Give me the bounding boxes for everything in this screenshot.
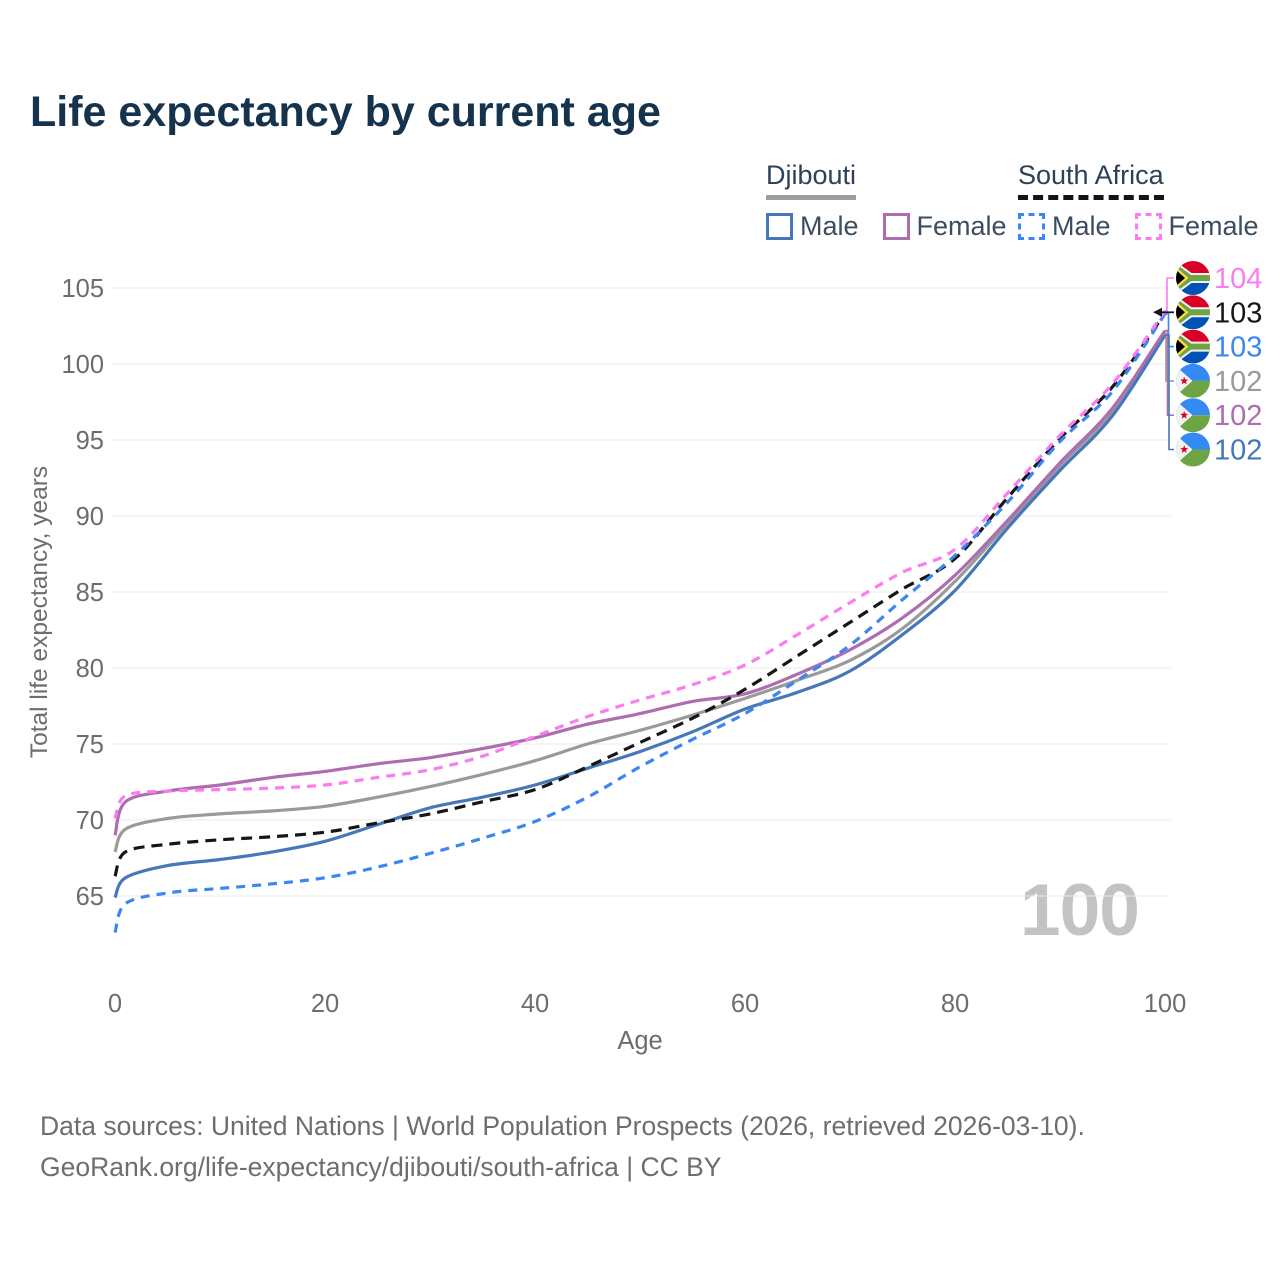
legend-swatch-dashed-male [1018,213,1045,240]
x-tick-label-40: 40 [521,990,549,1018]
legend-item-label: Female [1168,211,1259,241]
legend-line-sample-solid [766,195,857,200]
series-line-djibouti-female[interactable] [113,329,1167,836]
south-africa-flag-icon [1176,295,1210,330]
age-watermark: 100 [1020,870,1140,951]
y-tick-label-95: 95 [76,427,104,455]
y-tick-label-105: 105 [61,275,104,303]
legend-item-label: Male [800,211,859,241]
legend-line-sample-dashed [1018,195,1164,200]
end-label-value-djibouti: 102 [1214,366,1262,398]
x-tick-label-0: 0 [108,990,122,1018]
footer-data-sources: Data sources: United Nations | World Pop… [40,1111,1085,1141]
y-tick-label-90: 90 [76,503,104,531]
end-label-leader-south-africa-male [1165,313,1174,348]
series-line-south-africa-male[interactable] [113,312,1167,934]
y-axis-title: Total life expectancy, years [26,466,53,758]
legend-item-djibouti-male[interactable]: Male [766,211,859,242]
series-line-south-africa[interactable] [113,312,1167,877]
legend-item-south-africa-female[interactable]: Female [1134,211,1259,242]
x-tick-label-100: 100 [1144,990,1187,1018]
end-label-leader-djibouti-female [1165,329,1174,416]
legend-swatch-dashed-female [1134,213,1162,240]
series-line-djibouti[interactable] [113,332,1167,853]
south-africa-flag-icon [1176,329,1210,364]
y-tick-label-85: 85 [76,579,104,607]
legend-header-label: Djibouti [766,160,857,190]
end-label-leader-djibouti-male [1165,334,1174,451]
y-tick-label-65: 65 [76,883,104,911]
legend-item-south-africa-male[interactable]: Male [1018,211,1111,242]
end-label-leader-south-africa-female [1165,277,1174,312]
x-tick-label-60: 60 [731,990,759,1018]
x-tick-label-20: 20 [311,990,339,1018]
end-label-value-south-africa-female: 104 [1214,263,1262,295]
legend-header-south-africa[interactable]: South Africa [1018,160,1164,200]
footer: Data sources: United Nations | World Pop… [40,1106,1085,1188]
south-africa-flag-icon [1176,261,1210,295]
y-tick-label-100: 100 [61,351,104,379]
series-line-south-africa-female[interactable] [113,309,1167,820]
legend-item-label: Female [916,211,1007,241]
legend-group-south-africa: South Africa Male Female [1018,160,1259,242]
page-title: Life expectancy by current age [30,88,661,136]
legend-header-label: South Africa [1018,160,1164,190]
legend-group-djibouti: Djibouti Male Female [766,160,1007,242]
legend-item-djibouti-female[interactable]: Female [882,211,1007,242]
djibouti-flag-icon [1176,398,1210,433]
x-tick-label-80: 80 [941,990,969,1018]
djibouti-flag-icon [1176,432,1210,467]
end-label-leader-djibouti [1165,332,1174,382]
djibouti-flag-icon [1176,363,1210,398]
legend-header-djibouti[interactable]: Djibouti [766,160,857,200]
legend-swatch-solid-female [882,213,910,240]
end-label-value-south-africa-male: 103 [1214,332,1262,364]
end-label-value-djibouti-female: 102 [1214,400,1262,432]
legend-swatch-solid-male [766,213,793,240]
end-label-value-south-africa: 103 [1214,297,1262,329]
y-tick-label-75: 75 [76,731,104,759]
series-line-djibouti-male[interactable] [113,334,1167,899]
footer-attribution: GeoRank.org/life-expectancy/djibouti/sou… [40,1152,722,1182]
y-tick-label-80: 80 [76,655,104,683]
y-tick-label-70: 70 [76,807,104,835]
end-label-arrow-south-africa [1153,307,1162,317]
end-label-value-djibouti-male: 102 [1214,435,1262,467]
x-axis-title: Age [617,1027,662,1055]
legend-item-label: Male [1052,211,1111,241]
